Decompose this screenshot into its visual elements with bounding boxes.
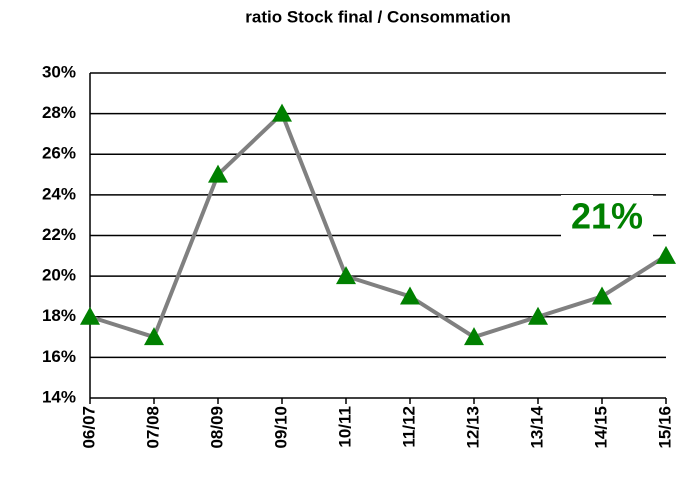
- y-tick-label: 24%: [42, 184, 76, 203]
- y-tick-label: 16%: [42, 347, 76, 366]
- marker: [80, 306, 100, 325]
- annotation-bg: [561, 195, 653, 241]
- x-tick-label: 10/11: [335, 406, 354, 448]
- y-tick-label: 18%: [42, 306, 76, 325]
- y-tick-label: 14%: [42, 387, 76, 406]
- x-tick-label: 13/14: [527, 405, 546, 448]
- marker: [592, 286, 612, 305]
- x-tick-label: 07/08: [143, 406, 162, 449]
- x-tick-label: 15/16: [655, 406, 674, 449]
- chart-title: ratio Stock final / Consommation: [245, 7, 510, 26]
- x-tick-label: 14/15: [591, 406, 610, 449]
- marker: [400, 286, 420, 305]
- marker: [336, 266, 356, 285]
- x-tick-label: 11/12: [399, 406, 418, 448]
- marker: [528, 306, 548, 325]
- x-tick-label: 09/10: [271, 406, 290, 449]
- x-tick-label: 08/09: [207, 406, 226, 449]
- y-tick-label: 28%: [42, 103, 76, 122]
- y-tick-label: 30%: [42, 62, 76, 81]
- y-tick-label: 26%: [42, 144, 76, 163]
- marker: [144, 327, 164, 346]
- annotation: 21%: [571, 196, 643, 237]
- y-tick-label: 20%: [42, 266, 76, 285]
- series-line: [89, 111, 668, 340]
- y-tick-label: 22%: [42, 225, 76, 244]
- marker: [656, 245, 676, 264]
- x-tick-label: 06/07: [79, 406, 98, 449]
- marker: [208, 164, 228, 183]
- x-tick-label: 12/13: [463, 406, 482, 449]
- marker: [272, 103, 292, 122]
- marker: [464, 327, 484, 346]
